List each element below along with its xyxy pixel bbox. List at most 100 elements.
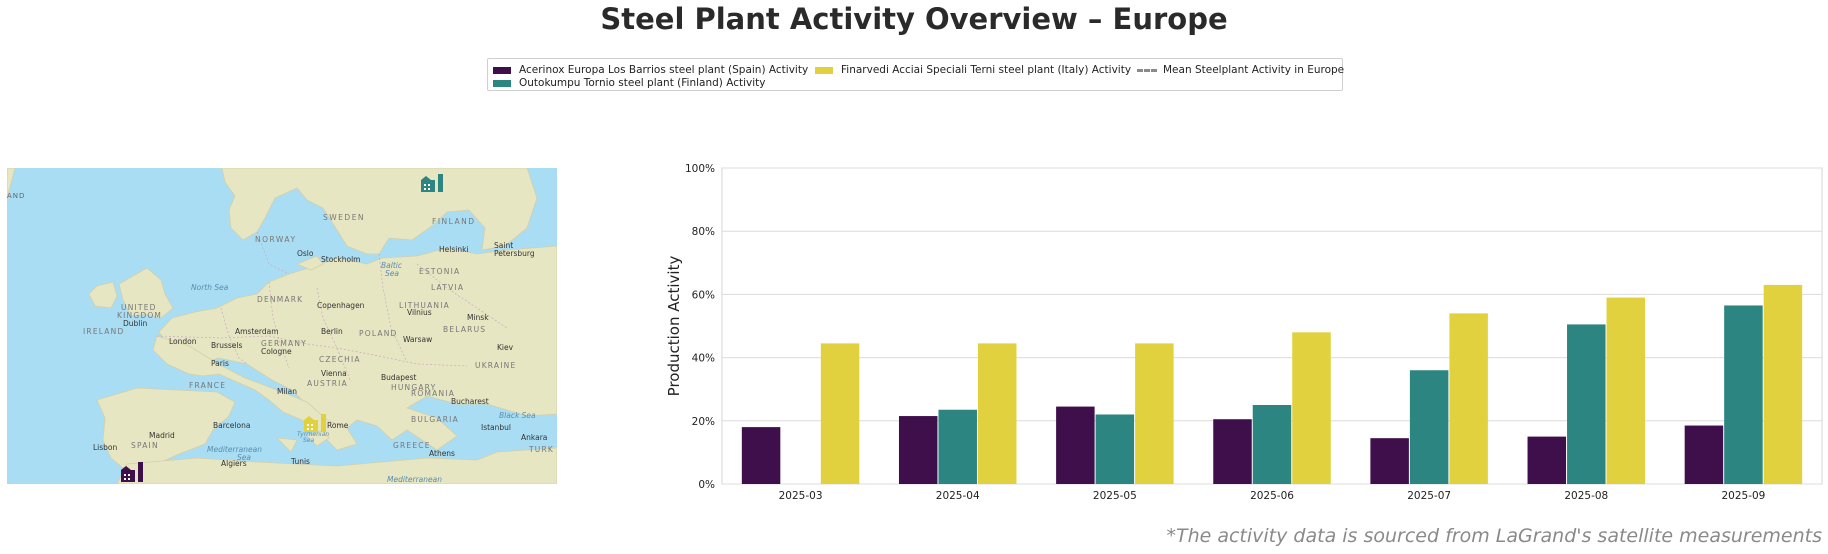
map-label: Dublin: [123, 319, 147, 328]
map-label: LATVIA: [431, 283, 464, 292]
chart-legend: Acerinox Europa Los Barrios steel plant …: [487, 58, 1344, 91]
legend-label-mean: Mean Steelplant Activity in Europe: [1163, 64, 1345, 76]
map-label: Milan: [277, 387, 297, 396]
map-label: POLAND: [359, 329, 398, 338]
bar: [1606, 297, 1646, 484]
map-label: Copenhagen: [317, 301, 365, 310]
map-label: Budapest: [381, 373, 417, 382]
map-label: Tyrrhenian: [297, 431, 329, 438]
y-tick-label: 60%: [692, 289, 715, 301]
map-label: UNITED: [121, 303, 157, 312]
bar: [741, 427, 781, 484]
acerinox-los-barrios-marker: [121, 462, 143, 482]
bar: [1567, 324, 1606, 484]
x-tick-label: 2025-04: [936, 490, 980, 502]
map-label: Warsaw: [403, 335, 432, 344]
bar: [1135, 343, 1174, 484]
map-label: Kiev: [497, 343, 514, 352]
map-label: Mediterranean: [207, 445, 262, 454]
map-label: FINLAND: [432, 217, 476, 226]
bar: [1292, 332, 1331, 484]
map-label: Istanbul: [481, 423, 511, 432]
bar: [1724, 305, 1763, 484]
bar: [977, 343, 1017, 484]
legend-dash-mean: [1137, 68, 1157, 72]
map-label: Paris: [211, 359, 229, 368]
map-label: Athens: [429, 449, 455, 458]
map-label: Sea: [303, 437, 315, 444]
map-label: London: [169, 337, 197, 346]
bar: [1684, 425, 1724, 484]
legend-label-acerinox: Acerinox Europa Los Barrios steel plant …: [519, 64, 809, 76]
bar: [1527, 436, 1567, 484]
map-label: Vilnius: [407, 308, 432, 317]
map-label: Berlin: [321, 327, 343, 336]
map-label: Helsinki: [439, 245, 469, 254]
map-label: DENMARK: [257, 295, 303, 304]
bar: [1449, 313, 1488, 484]
legend-item-outokumpu: Outokumpu Tornio steel plant (Finland) A…: [493, 77, 765, 89]
map-label: UKRAINE: [475, 361, 516, 370]
map-label: Barcelona: [213, 421, 250, 430]
map-label: Ankara: [521, 433, 547, 442]
outokumpu-tornio-marker: [421, 174, 443, 192]
x-tick-label: 2025-06: [1250, 490, 1294, 502]
bar: [1763, 284, 1803, 484]
map-label: Tunis: [290, 457, 310, 466]
y-tick-label: 100%: [685, 163, 715, 175]
legend-swatch-arvedi: [815, 66, 833, 74]
x-tick-label: 2025-08: [1564, 490, 1608, 502]
bar: [1252, 405, 1292, 484]
x-tick-label: 2025-05: [1093, 490, 1137, 502]
map-label: North Sea: [191, 283, 229, 292]
legend-swatch-acerinox: [493, 66, 511, 74]
map-label: GERMANY: [261, 339, 307, 348]
bar: [1370, 438, 1409, 484]
x-tick-label: 2025-03: [779, 490, 823, 502]
map-label: Vienna: [321, 369, 347, 378]
map-label: Algiers: [221, 459, 247, 468]
map-label: FRANCE: [189, 381, 226, 390]
map-label: Baltic: [381, 261, 403, 270]
legend-swatch-outokumpu: [493, 79, 511, 87]
y-tick-label: 0%: [698, 479, 715, 491]
map-borders: [156, 231, 508, 383]
bar: [1213, 419, 1252, 484]
bar: [1409, 370, 1449, 484]
map-label: Amsterdam: [235, 327, 279, 336]
y-tick-label: 20%: [692, 416, 715, 428]
legend-item-mean: Mean Steelplant Activity in Europe: [1137, 64, 1344, 76]
map-label: Rome: [327, 421, 349, 430]
legend-item-acerinox: Acerinox Europa Los Barrios steel plant …: [493, 64, 808, 76]
map-label: NORWAY: [255, 235, 297, 244]
map-label: Sea: [237, 453, 251, 462]
map-label: Saint: [494, 241, 513, 250]
map-label: IRELAND: [83, 327, 124, 336]
map-label: ROMANIA: [411, 389, 455, 398]
map-label: TURK: [528, 445, 554, 454]
map-label: Petersburg: [494, 249, 535, 258]
map-label: KINGDOM: [117, 311, 162, 320]
map-label: Minsk: [467, 313, 489, 322]
y-tick-label: 40%: [692, 353, 715, 365]
y-tick-label: 80%: [692, 226, 715, 238]
x-tick-label: 2025-07: [1407, 490, 1451, 502]
bar: [938, 409, 977, 484]
map-label: AND: [7, 192, 25, 200]
map-labels: AND SWEDEN FINLAND NORWAY Oslo Stockholm…: [7, 192, 554, 484]
map-label: Sea: [385, 269, 399, 278]
bar: [898, 416, 938, 484]
map-label: CZECHIA: [319, 355, 361, 364]
y-axis-label: Production Activity: [665, 256, 683, 397]
bar: [820, 343, 860, 484]
map-label: GREECE: [393, 441, 431, 450]
map-label: AUSTRIA: [307, 379, 348, 388]
map-label: Lisbon: [93, 443, 118, 452]
arvedi-terni-marker: [304, 414, 326, 432]
bar: [1056, 406, 1095, 484]
map-label: BULGARIA: [411, 415, 459, 424]
europe-map-svg: AND SWEDEN FINLAND NORWAY Oslo Stockholm…: [7, 168, 557, 484]
map-label: BELARUS: [443, 325, 486, 334]
bar: [1095, 414, 1135, 484]
